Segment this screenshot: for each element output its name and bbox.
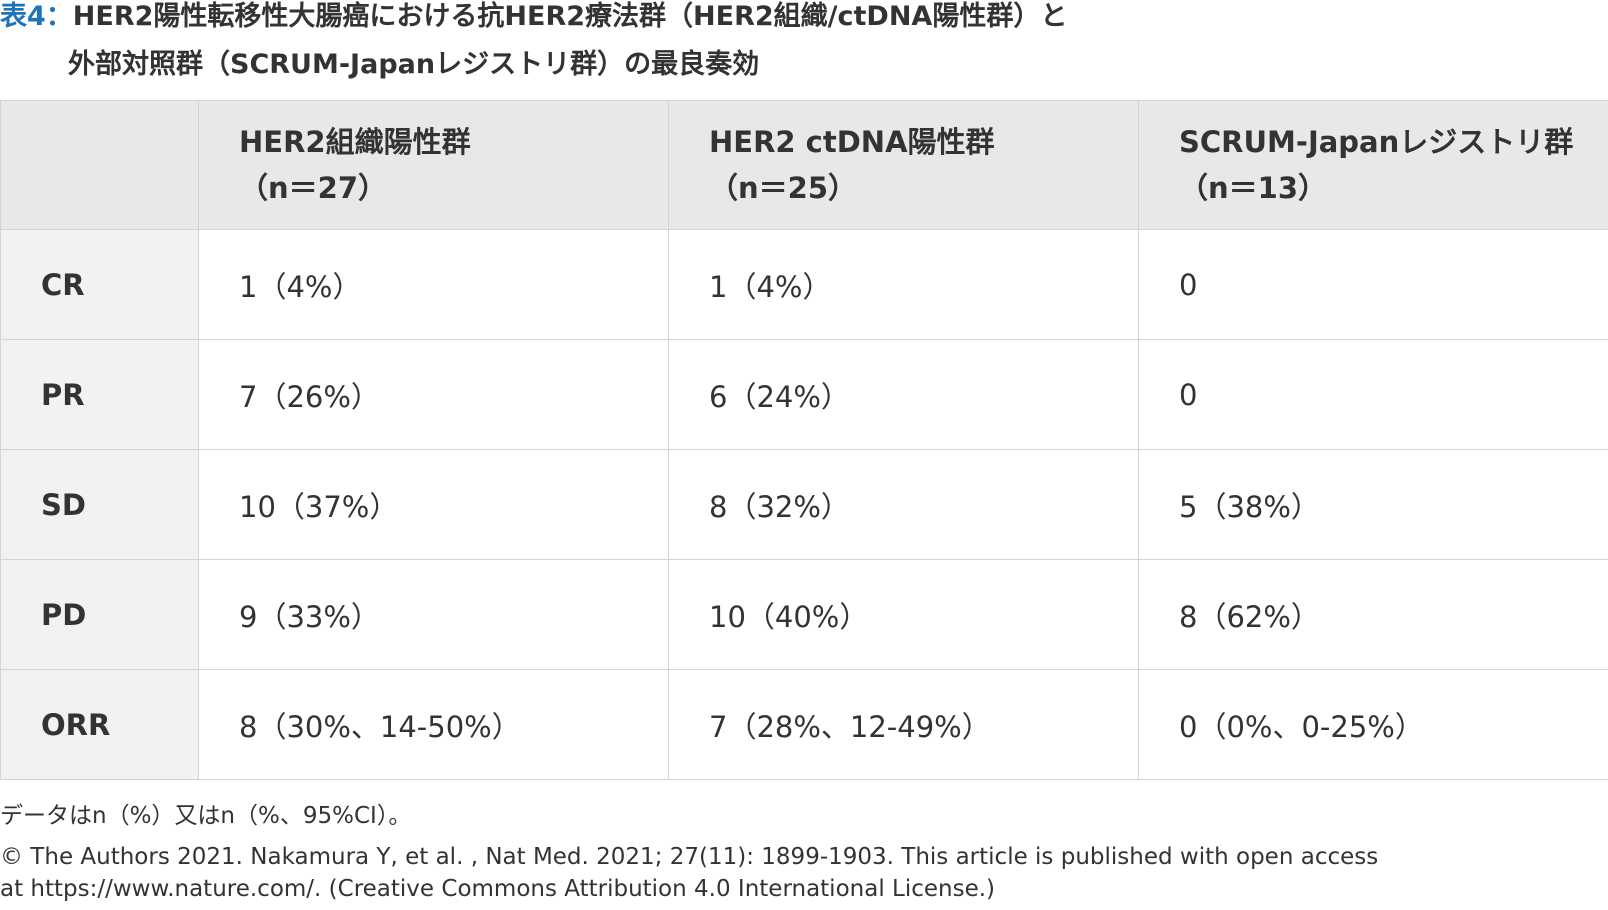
title-line-2: 外部対照群（SCRUM-Japanレジストリ群）の最良奏効 — [68, 49, 760, 80]
table-cell: 5（38%） — [1138, 449, 1608, 560]
table-cell: 10（37%） — [198, 449, 669, 560]
header-scrum-japan: SCRUM-Japanレジストリ群 （n＝13） — [1138, 100, 1608, 230]
table-cell: 1（4%） — [198, 229, 669, 340]
header-her2-tissue: HER2組織陽性群 （n＝27） — [198, 100, 669, 230]
column-n: （n＝27） — [239, 171, 388, 205]
table-footnote: データはn（%）又はn（%、95%CI）。 — [0, 803, 412, 829]
table-cell: 8（62%） — [1138, 559, 1608, 670]
column-name: SCRUM-Japanレジストリ群 — [1179, 125, 1574, 159]
header-her2-ctdna: HER2 ctDNA陽性群 （n＝25） — [668, 100, 1139, 230]
row-label: CR — [0, 229, 199, 340]
column-name: HER2組織陽性群 — [239, 125, 471, 159]
header-corner-cell — [0, 100, 199, 230]
table-row-orr: ORR 8（30%、14-50%） 7（28%、12-49%） 0（0%、0-2… — [0, 669, 1608, 780]
table-cell: 7（26%） — [198, 339, 669, 450]
table-row-cr: CR 1（4%） 1（4%） 0 — [0, 229, 1608, 340]
table-cell: 7（28%、12-49%） — [668, 669, 1139, 780]
response-table: HER2組織陽性群 （n＝27） HER2 ctDNA陽性群 （n＝25） SCRU… — [0, 100, 1608, 780]
title-label: 表4： — [0, 1, 73, 32]
column-n: （n＝25） — [709, 171, 858, 205]
row-label: PD — [0, 559, 199, 670]
column-n: （n＝13） — [1179, 171, 1328, 205]
table-header-row: HER2組織陽性群 （n＝27） HER2 ctDNA陽性群 （n＝25） SCRU… — [0, 100, 1608, 230]
table-row-sd: SD 10（37%） 8（32%） 5（38%） — [0, 449, 1608, 560]
table-cell: 0（0%、0-25%） — [1138, 669, 1608, 780]
row-label: PR — [0, 339, 199, 450]
table-cell: 10（40%） — [668, 559, 1139, 670]
table-cell: 6（24%） — [668, 339, 1139, 450]
table-row-pr: PR 7（26%） 6（24%） 0 — [0, 339, 1608, 450]
title-text-1: HER2陽性転移性大腸癌における抗HER2療法群（HER2組織/ctDNA陽性群… — [72, 1, 1068, 32]
table-cell: 8（30%、14-50%） — [198, 669, 669, 780]
column-name: HER2 ctDNA陽性群 — [709, 125, 995, 159]
row-label: SD — [0, 449, 199, 560]
table-cell: 0 — [1138, 229, 1608, 340]
table-cell: 9（33%） — [198, 559, 669, 670]
table-row-pd: PD 9（33%） 10（40%） 8（62%） — [0, 559, 1608, 670]
table-cell: 0 — [1138, 339, 1608, 450]
copyright-credit: © The Authors 2021. Nakamura Y, et al. ,… — [0, 844, 1379, 902]
table-cell: 8（32%） — [668, 449, 1139, 560]
table-cell: 1（4%） — [668, 229, 1139, 340]
row-label: ORR — [0, 669, 199, 780]
title-line-1: 表4：HER2陽性転移性大腸癌における抗HER2療法群（HER2組織/ctDNA… — [0, 0, 1067, 37]
